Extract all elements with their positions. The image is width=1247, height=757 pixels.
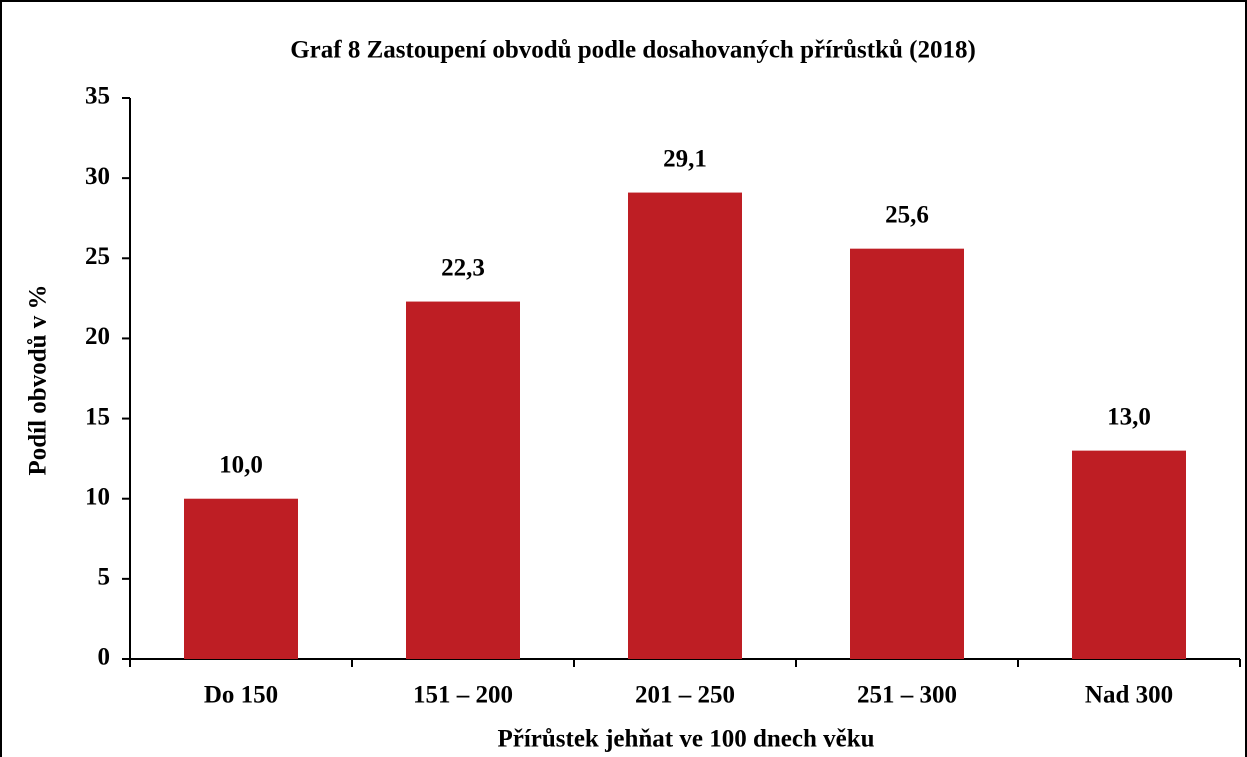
bar [184,498,298,659]
y-tick-label: 25 [85,243,110,270]
data-label: 29,1 [663,145,707,172]
y-tick-label: 20 [85,323,110,350]
chart-title: Graf 8 Zastoupení obvodů podle dosahovan… [290,37,976,64]
bar [628,192,742,659]
y-tick-label: 35 [85,83,110,110]
x-tick-label: Nad 300 [1085,682,1173,709]
data-label: 25,6 [885,201,929,228]
y-axis-title: Podíl obvodů v % [25,284,52,475]
x-tick-label: 251 – 300 [857,682,957,709]
data-label: 10,0 [219,451,263,478]
y-tick-label: 5 [98,564,111,591]
data-label: 13,0 [1107,403,1151,430]
bar [1072,450,1186,659]
bar [406,301,520,659]
bar [850,248,964,659]
x-axis-title: Přírůstek jehňat ve 100 dnech věku [497,726,874,753]
y-tick-label: 10 [85,483,110,510]
x-tick-label: 201 – 250 [635,682,735,709]
y-tick-label: 30 [85,163,110,190]
y-tick-label: 15 [85,403,110,430]
y-tick-label: 0 [98,644,111,671]
x-tick-label: 151 – 200 [413,682,513,709]
x-tick-label: Do 150 [204,682,278,709]
data-label: 22,3 [441,254,485,281]
